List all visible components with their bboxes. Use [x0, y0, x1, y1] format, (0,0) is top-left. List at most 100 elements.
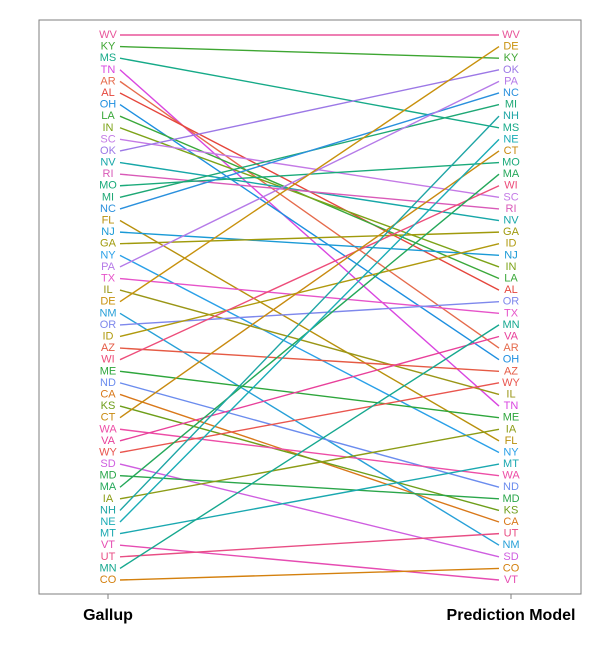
- left-label-pa: PA: [101, 261, 116, 273]
- right-label-ny: NY: [503, 446, 519, 458]
- right-label-vt: VT: [504, 574, 518, 586]
- right-label-wy: WY: [502, 377, 520, 389]
- left-label-sd: SD: [100, 458, 115, 470]
- left-label-mo: MO: [99, 180, 117, 192]
- left-label-me: ME: [100, 365, 117, 377]
- slope-line-ut: [119, 532, 500, 558]
- right-label-nj: NJ: [504, 249, 517, 261]
- slope-line-wa: [119, 428, 500, 477]
- left-label-ms: MS: [100, 52, 117, 64]
- left-label-mt: MT: [100, 528, 116, 540]
- slope-line-tx: [119, 277, 500, 314]
- right-label-ma: MA: [503, 168, 520, 180]
- left-label-vt: VT: [101, 539, 115, 551]
- left-label-nh: NH: [100, 504, 116, 516]
- left-label-nm: NM: [99, 307, 116, 319]
- slope-line-in: [119, 127, 500, 268]
- right-label-la: LA: [504, 273, 518, 285]
- left-label-ia: IA: [103, 493, 114, 505]
- right-label-mn: MN: [502, 319, 519, 331]
- right-label-wa: WA: [502, 470, 520, 482]
- slope-line-id: [119, 243, 500, 338]
- right-label-co: CO: [503, 562, 520, 574]
- right-label-al: AL: [504, 284, 517, 296]
- left-label-wv: WV: [99, 29, 117, 41]
- slope-line-md: [119, 474, 500, 500]
- slope-line-va: [119, 335, 500, 442]
- right-label-ga: GA: [503, 226, 520, 238]
- slope-line-vt: [119, 544, 500, 581]
- left-label-id: ID: [103, 330, 114, 342]
- right-label-az: AZ: [504, 365, 518, 377]
- right-label-ct: CT: [504, 145, 519, 157]
- left-label-ca: CA: [100, 388, 116, 400]
- right-column-label: Prediction Model: [447, 607, 576, 624]
- right-label-va: VA: [504, 330, 519, 342]
- slope-line-ny: [119, 254, 500, 454]
- right-label-or: OR: [503, 296, 520, 308]
- slope-line-sc: [119, 138, 500, 199]
- left-label-de: DE: [100, 296, 115, 308]
- slope-line-oh: [119, 103, 500, 361]
- left-label-ny: NY: [100, 249, 116, 261]
- right-label-nh: NH: [503, 110, 519, 122]
- left-label-ky: KY: [101, 41, 116, 53]
- left-label-ma: MA: [100, 481, 117, 493]
- right-labels: WVDEKYOKPANCMINHMSNECTMOMAWISCRINVGAIDNJ…: [502, 29, 520, 586]
- right-label-tn: TN: [504, 400, 519, 412]
- slope-line-ct: [119, 150, 500, 419]
- left-label-in: IN: [103, 122, 114, 134]
- slope-line-ok: [119, 69, 500, 152]
- slope-line-me: [119, 370, 500, 419]
- left-label-ok: OK: [100, 145, 117, 157]
- slope-line-nh: [119, 115, 500, 511]
- right-label-ky: KY: [504, 52, 519, 64]
- left-label-wy: WY: [99, 446, 117, 458]
- left-label-ne: NE: [100, 516, 115, 528]
- slope-line-wi: [119, 185, 500, 361]
- left-label-wi: WI: [101, 354, 114, 366]
- right-label-nd: ND: [503, 481, 519, 493]
- slope-line-ga: [119, 231, 500, 245]
- right-label-ms: MS: [503, 122, 520, 134]
- right-label-ca: CA: [503, 516, 519, 528]
- plot-panel: [38, 19, 582, 595]
- slope-line-ky: [119, 45, 500, 59]
- left-label-oh: OH: [100, 99, 117, 111]
- slope-line-de: [119, 46, 500, 303]
- right-label-mt: MT: [503, 458, 519, 470]
- slope-line-mt: [119, 463, 500, 535]
- left-label-az: AZ: [101, 342, 115, 354]
- left-label-ga: GA: [100, 238, 117, 250]
- left-label-ks: KS: [101, 400, 116, 412]
- right-label-sd: SD: [503, 551, 518, 563]
- left-label-or: OR: [100, 319, 117, 331]
- right-label-md: MD: [502, 493, 519, 505]
- left-label-mn: MN: [99, 562, 116, 574]
- left-label-co: CO: [100, 574, 117, 586]
- right-label-nv: NV: [503, 215, 519, 227]
- right-label-fl: FL: [505, 435, 518, 447]
- left-label-nj: NJ: [101, 226, 114, 238]
- slope-line-ia: [119, 428, 500, 500]
- left-label-la: LA: [101, 110, 115, 122]
- left-label-ut: UT: [101, 551, 116, 563]
- right-label-sc: SC: [503, 191, 518, 203]
- right-label-id: ID: [506, 238, 517, 250]
- left-column-label: Gallup: [83, 607, 133, 624]
- slope-line-mn: [119, 324, 500, 569]
- right-label-mi: MI: [505, 99, 517, 111]
- right-label-ok: OK: [503, 64, 520, 76]
- right-label-mo: MO: [502, 157, 520, 169]
- right-label-me: ME: [503, 412, 520, 424]
- right-label-wv: WV: [502, 29, 520, 41]
- right-label-ks: KS: [504, 504, 519, 516]
- right-label-pa: PA: [504, 75, 519, 87]
- slope-line-co: [119, 567, 500, 581]
- right-label-ne: NE: [503, 133, 518, 145]
- left-label-ri: RI: [103, 168, 114, 180]
- left-label-nc: NC: [100, 203, 116, 215]
- right-label-de: DE: [503, 41, 518, 53]
- left-label-ct: CT: [101, 412, 116, 424]
- left-label-sc: SC: [100, 133, 115, 145]
